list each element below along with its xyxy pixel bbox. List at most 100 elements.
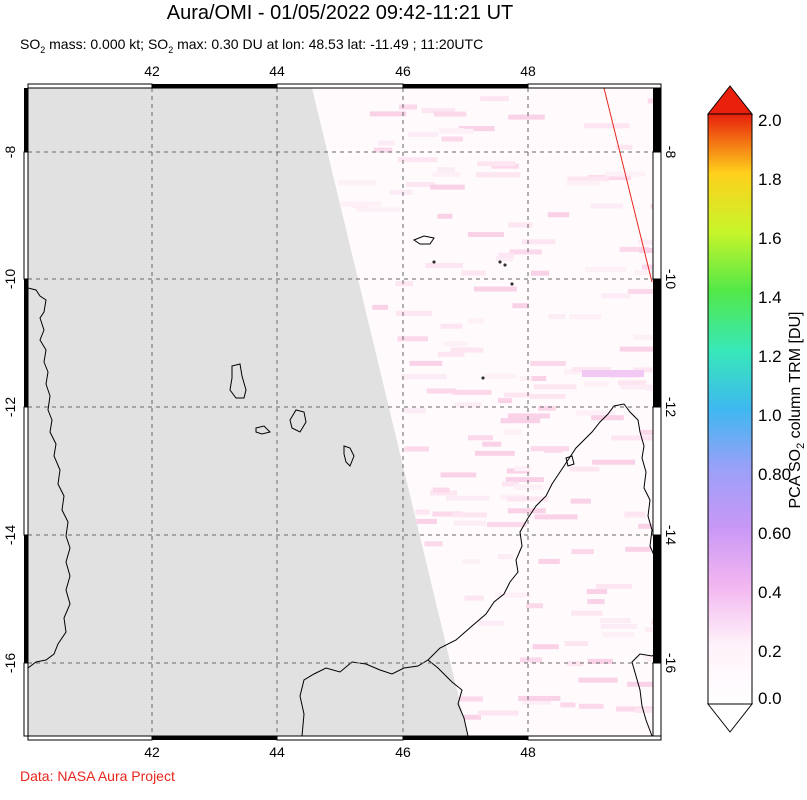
so2-pixel xyxy=(464,595,484,601)
lat-label-right-8: -8 xyxy=(663,146,679,159)
colorbar-label-post: column TRM [DU] xyxy=(787,312,804,443)
so2-pixel xyxy=(426,388,457,394)
lon-labels-bottom: 42 44 46 48 xyxy=(144,744,536,760)
lon-label-top-46: 46 xyxy=(395,63,411,79)
lon-label-top-44: 44 xyxy=(269,63,285,79)
so2-pixel xyxy=(463,714,481,720)
lon-labels-top: 42 44 46 48 xyxy=(144,63,536,79)
so2-pixel xyxy=(373,147,393,153)
so2-pixels xyxy=(338,96,661,720)
so2-pixel xyxy=(402,408,426,414)
so2-pixel xyxy=(415,509,430,515)
so2-pixel xyxy=(508,222,533,228)
so2-pixel xyxy=(647,98,661,104)
subtitle-mass-label: SO xyxy=(20,36,41,52)
so2-pixel xyxy=(477,161,516,167)
islet-1 xyxy=(432,260,436,264)
cb-tick-2.0: 2.0 xyxy=(758,111,782,130)
lon-label-bottom-42: 42 xyxy=(144,744,160,760)
so2-pixel xyxy=(596,583,633,589)
lat-label-left-8: -8 xyxy=(2,146,18,159)
colorbar-ticks: 2.0 1.8 1.6 1.4 1.2 1.0 0.80 0.60 0.4 0.… xyxy=(758,111,791,708)
islet-2 xyxy=(498,260,502,264)
so2-pixel xyxy=(633,334,661,340)
cb-tick-1.8: 1.8 xyxy=(758,170,782,189)
colorbar-max-arrow xyxy=(706,85,754,115)
islet-4 xyxy=(510,282,514,286)
so2-pixel xyxy=(641,264,657,270)
anjouan xyxy=(289,409,307,433)
so2-pixel xyxy=(409,360,443,366)
so2-pixel xyxy=(634,270,661,276)
so2-pixel xyxy=(624,511,646,517)
so2-pixel xyxy=(495,256,513,262)
so2-pixel xyxy=(430,184,465,190)
so2-pixel xyxy=(620,384,654,390)
so2-pixel xyxy=(533,384,577,390)
madagascar-south-coast xyxy=(631,649,661,736)
so2-pixel xyxy=(395,281,413,287)
lat-label-right-16: -16 xyxy=(663,653,679,673)
so2-pixel xyxy=(627,289,661,294)
so2-pixel xyxy=(590,203,623,209)
cb-tick-0.2: 0.2 xyxy=(758,642,782,661)
so2-pixel xyxy=(452,389,492,395)
so2-pixel xyxy=(440,323,463,329)
coastlines xyxy=(28,235,661,736)
so2-pixel xyxy=(378,140,395,146)
so2-pixel xyxy=(443,341,468,347)
lat-labels-right: -8 -10 -12 -14 -16 xyxy=(663,146,679,674)
so2-pixel xyxy=(566,661,584,667)
data-credit: Data: NASA Aura Project xyxy=(20,768,175,784)
so2-pixel xyxy=(416,518,437,524)
so2-pixel xyxy=(567,176,609,182)
so2-pixel xyxy=(625,546,651,552)
so2-pixel xyxy=(547,212,570,218)
so2-pixel xyxy=(478,620,504,626)
map-plot-area xyxy=(28,88,661,736)
cb-tick-1.6: 1.6 xyxy=(758,229,782,248)
so2-pixel xyxy=(531,270,550,276)
so2-pixel xyxy=(473,286,517,292)
cb-tick-1.0: 1.0 xyxy=(758,406,782,425)
map-frame xyxy=(23,83,662,741)
so2-pixel xyxy=(500,418,541,424)
so2-pixel xyxy=(570,498,591,504)
so2-pixel xyxy=(433,111,467,117)
lat-label-right-10: -10 xyxy=(663,269,679,289)
so2-pixel xyxy=(424,541,443,547)
so2-pixel xyxy=(638,239,661,245)
so2-pixel xyxy=(532,644,559,650)
so2-pixel xyxy=(502,481,519,487)
so2-pixel xyxy=(619,246,649,252)
so2-pixel xyxy=(587,658,613,664)
so2-pixel xyxy=(458,126,495,132)
madagascar-coast xyxy=(299,403,661,736)
so2-pixel xyxy=(521,239,556,245)
so2-pixel xyxy=(441,136,463,142)
so2-pixel xyxy=(338,180,377,186)
so2-pixel xyxy=(529,393,566,399)
so2-pixel xyxy=(498,252,515,258)
so2-pixel xyxy=(482,441,502,447)
so2-pixel xyxy=(560,702,576,708)
swath-edge-line xyxy=(603,88,653,283)
so2-pixel xyxy=(530,361,566,366)
gridlines xyxy=(28,88,661,736)
so2-pixel xyxy=(586,589,608,594)
so2-pixel xyxy=(518,695,561,701)
so2-pixel xyxy=(587,599,605,605)
so2-pixel xyxy=(514,466,532,472)
subtitle-max-sub: 2 xyxy=(168,44,174,55)
mayotte xyxy=(343,445,355,467)
lat-label-left-12: -12 xyxy=(2,397,18,417)
so2-pixel xyxy=(451,512,487,518)
so2-pixel xyxy=(495,592,531,598)
so2-pixel xyxy=(639,248,661,253)
so2-pixel xyxy=(588,175,632,181)
so2-pixel xyxy=(401,374,447,380)
cb-tick-0.0: 0.0 xyxy=(758,689,782,708)
so2-pixel xyxy=(602,632,635,638)
so2-pixel xyxy=(397,157,438,163)
